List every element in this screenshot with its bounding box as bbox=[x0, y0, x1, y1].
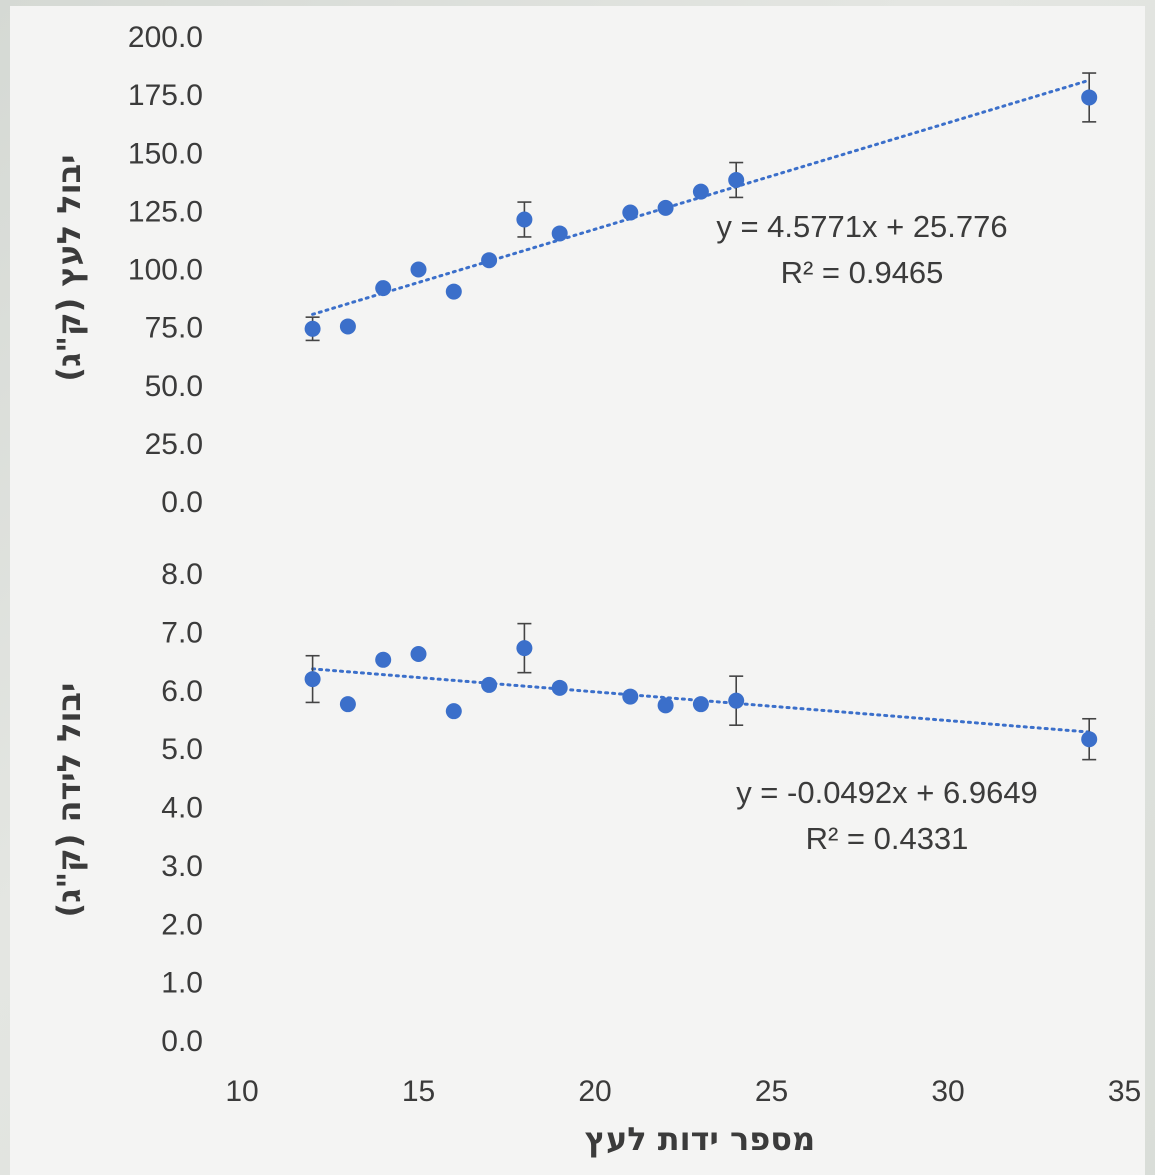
bottom-y-tick-label: 5.0 bbox=[161, 733, 203, 766]
top-y-tick-label: 200.0 bbox=[128, 21, 203, 54]
top-y-tick-label: 50.0 bbox=[145, 370, 203, 403]
bottom-data-point bbox=[516, 640, 533, 657]
top-data-point bbox=[445, 283, 462, 300]
bottom-y-axis-title: יבול לידה (ק"ג) bbox=[50, 683, 88, 918]
bottom-chart: 0.0 1.0 2.0 3.0 4.0 5.0 6.0 7.0 8.0 10 15 20 25 30 35… bbox=[50, 558, 1141, 1158]
top-y-tick-label: 75.0 bbox=[145, 312, 203, 345]
bottom-y-tick-label: 7.0 bbox=[161, 616, 203, 649]
top-data-point bbox=[516, 211, 533, 228]
bottom-y-tick-label: 3.0 bbox=[161, 850, 203, 883]
top-y-tick-label: 150.0 bbox=[128, 137, 203, 170]
top-y-tick-label: 175.0 bbox=[128, 79, 203, 112]
bottom-equation: y = -0.0492x + 6.9649 bbox=[736, 775, 1038, 810]
x-tick-label: 10 bbox=[225, 1075, 258, 1108]
top-y-tick-label: 0.0 bbox=[161, 486, 203, 519]
top-data-point bbox=[304, 320, 321, 337]
x-tick-label: 15 bbox=[402, 1075, 435, 1108]
top-y-tick-label: 125.0 bbox=[128, 195, 203, 228]
x-tick-label: 20 bbox=[578, 1075, 611, 1108]
top-data-point bbox=[339, 318, 356, 335]
top-data-point bbox=[1081, 89, 1098, 106]
bottom-data-point bbox=[445, 703, 462, 720]
top-data-point bbox=[728, 171, 745, 188]
bottom-data-point bbox=[1081, 731, 1098, 748]
bottom-data-point bbox=[375, 651, 392, 668]
x-ticks: 10 15 20 25 30 35 bbox=[225, 1075, 1141, 1108]
bottom-data-point bbox=[728, 692, 745, 709]
x-tick-label: 30 bbox=[931, 1075, 964, 1108]
bottom-y-tick-label: 4.0 bbox=[161, 792, 203, 825]
bottom-y-tick-label: 0.0 bbox=[161, 1025, 203, 1058]
bottom-data-point bbox=[657, 697, 674, 714]
bottom-data-point bbox=[692, 696, 709, 713]
bottom-y-tick-label: 1.0 bbox=[161, 967, 203, 1000]
bottom-y-ticks: 0.0 1.0 2.0 3.0 4.0 5.0 6.0 7.0 8.0 bbox=[161, 558, 203, 1058]
x-tick-label: 25 bbox=[755, 1075, 788, 1108]
top-r-squared: R² = 0.9465 bbox=[781, 255, 944, 290]
bottom-data-point bbox=[339, 696, 356, 713]
top-y-axis-title: יבול לעץ (ק"ג) bbox=[50, 154, 88, 381]
top-data-point bbox=[481, 252, 498, 269]
top-y-tick-label: 100.0 bbox=[128, 254, 203, 287]
bottom-r-squared: R² = 0.4331 bbox=[806, 821, 969, 856]
top-data-point bbox=[410, 261, 427, 278]
bottom-data-point bbox=[410, 645, 427, 662]
top-data-point bbox=[375, 280, 392, 297]
x-axis-title: מספר ידות לעץ bbox=[585, 1120, 815, 1158]
top-equation: y = 4.5771x + 25.776 bbox=[716, 209, 1007, 244]
bottom-data-point bbox=[622, 688, 639, 705]
top-data-point bbox=[657, 199, 674, 216]
top-y-tick-label: 25.0 bbox=[145, 428, 203, 461]
top-chart: 0.0 25.0 50.0 75.0 100.0 125.0 150.0 175.0 200.0… bbox=[50, 21, 1098, 519]
top-points-group bbox=[304, 72, 1098, 342]
chart-panel bbox=[10, 6, 1145, 1175]
bottom-data-point bbox=[551, 679, 568, 696]
x-tick-label: 35 bbox=[1108, 1075, 1141, 1108]
bottom-y-tick-label: 6.0 bbox=[161, 675, 203, 708]
top-data-point bbox=[692, 183, 709, 200]
top-data-point bbox=[551, 225, 568, 242]
top-data-point bbox=[622, 204, 639, 221]
bottom-data-point bbox=[304, 671, 321, 688]
top-y-ticks: 0.0 25.0 50.0 75.0 100.0 125.0 150.0 175.0 200.0 bbox=[128, 21, 203, 519]
bottom-data-point bbox=[481, 676, 498, 693]
bottom-points-group bbox=[304, 622, 1098, 761]
bottom-y-tick-label: 2.0 bbox=[161, 908, 203, 941]
bottom-y-tick-label: 8.0 bbox=[161, 558, 203, 591]
